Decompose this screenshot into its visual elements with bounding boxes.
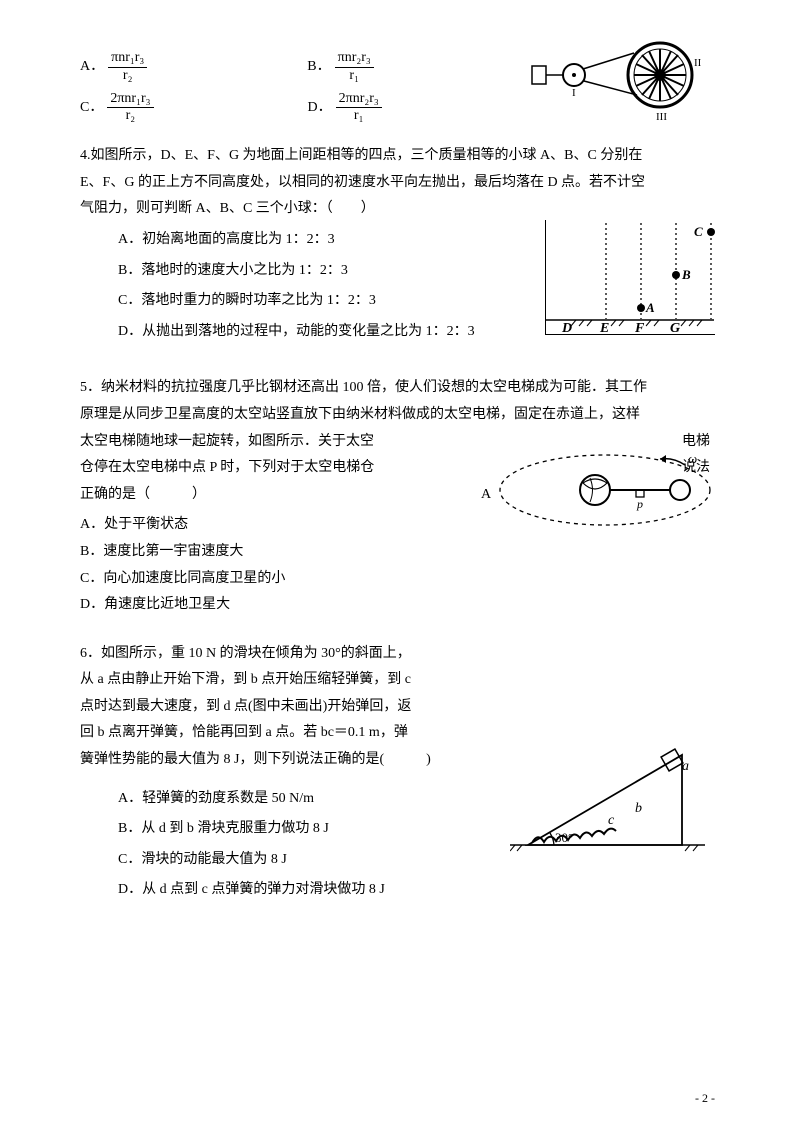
figure-projectile: A B C D E F G	[545, 220, 715, 335]
svg-text:ω: ω	[688, 451, 697, 466]
q4-stem: 4.如图所示，D、E、F、G 为地面上间距相等的四点，三个质量相等的小球 A、B…	[80, 143, 720, 223]
figure-elevator: p ω	[495, 445, 720, 530]
q6-stem: 6．如图所示，重 10 N 的滑块在倾角为 30°的斜面上， 从 a 点由静止开…	[80, 641, 480, 774]
q3-opt-C: C． 2πnr₁r₃r₂	[80, 91, 154, 126]
q5-opt-D: D．角速度比近地卫星大	[80, 592, 720, 619]
svg-text:C: C	[694, 224, 703, 239]
svg-text:A: A	[645, 300, 655, 315]
figure-wheel: I II III	[530, 38, 710, 118]
svg-text:I: I	[572, 87, 576, 99]
svg-text:D: D	[561, 321, 572, 335]
svg-text:II: II	[694, 57, 702, 69]
svg-text:p: p	[636, 497, 643, 511]
q5-opt-B: B．速度比第一宇宙速度大	[80, 539, 720, 566]
svg-text:a: a	[682, 759, 689, 774]
svg-text:F: F	[634, 321, 645, 335]
svg-text:B: B	[681, 267, 691, 282]
svg-text:b: b	[635, 801, 642, 816]
svg-text:c: c	[608, 813, 615, 828]
svg-text:E: E	[599, 321, 609, 335]
svg-text:G: G	[670, 321, 680, 335]
q3-opt-D: D． 2πnr₂r₃r₁	[308, 91, 382, 126]
q5-opt-C: C．向心加速度比同高度卫星的小	[80, 566, 720, 593]
svg-text:III: III	[656, 111, 667, 123]
q3-opt-A: A． πnr₁r₃r₂	[80, 50, 147, 85]
figure-incline: a b c 30°	[510, 730, 710, 860]
q6-opt-D: D．从 d 点到 c 点弹簧的弹力对滑块做功 8 J	[118, 877, 720, 904]
page-number: - 2 -	[695, 1087, 715, 1110]
q3-opt-B: B． πnr₂r₃r₁	[307, 50, 374, 85]
svg-text:30°: 30°	[555, 830, 573, 845]
